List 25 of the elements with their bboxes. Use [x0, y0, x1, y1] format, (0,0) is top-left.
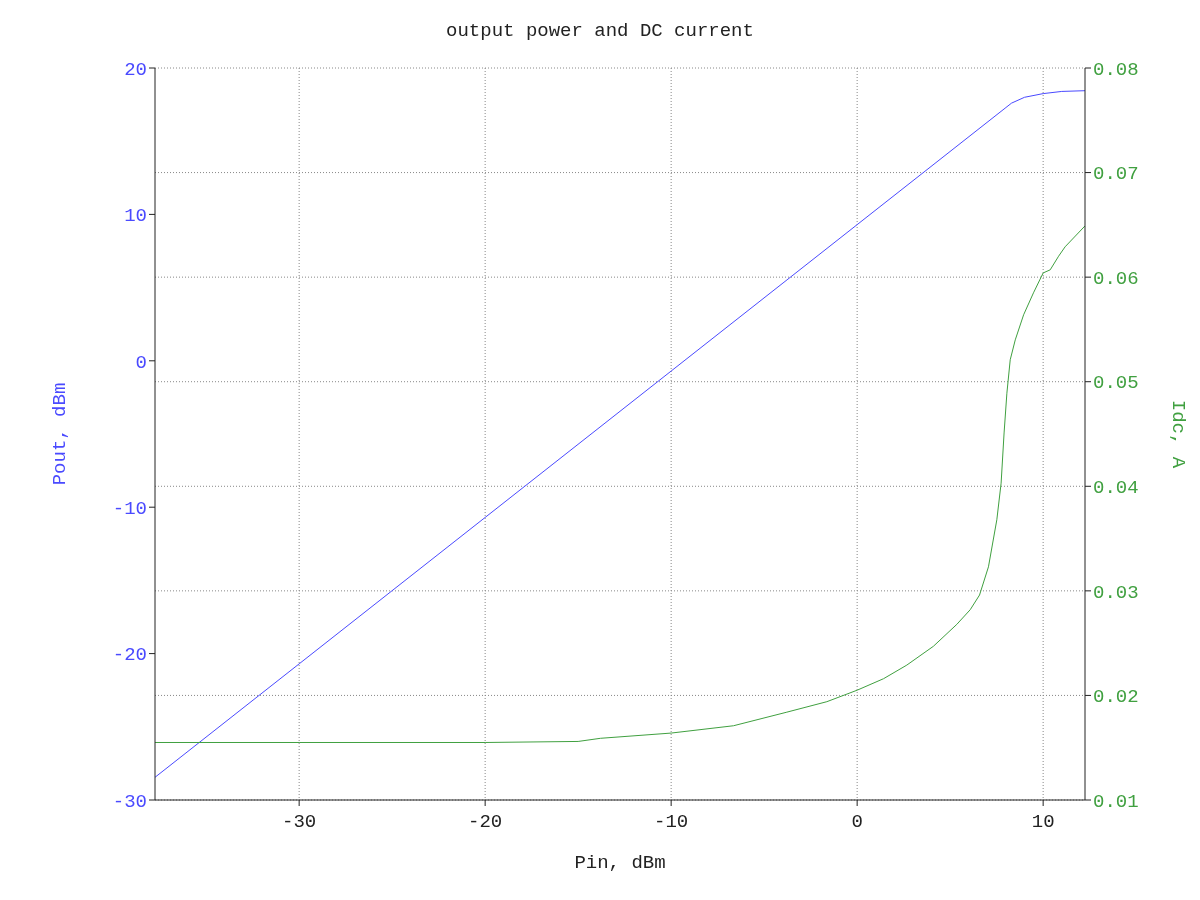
y-tick-label: 10	[124, 205, 147, 228]
y-tick-label: 0	[135, 351, 147, 374]
y2-tick-label: 0.06	[1093, 267, 1139, 290]
y-axis-title: Pout, dBm	[48, 382, 71, 486]
y2-tick-label: 0.02	[1093, 686, 1139, 709]
y-tick-label: -10	[112, 497, 147, 520]
line-series	[155, 225, 1085, 743]
y2-tick-label: 0.01	[1093, 790, 1139, 813]
y2-axis-title: Idc, A	[1167, 399, 1190, 469]
x-axis-title: Pin, dBm	[574, 852, 666, 874]
x-tick-label: -20	[468, 811, 503, 834]
y2-tick-label: 0.03	[1093, 581, 1139, 604]
x-tick-label: -30	[282, 811, 317, 834]
y2-tick-label: 0.07	[1093, 163, 1139, 186]
x-tick-label: 0	[851, 811, 863, 834]
y-tick-label: -30	[112, 790, 147, 813]
y-tick-label: -20	[112, 644, 147, 667]
chart-title: output power and DC current	[445, 20, 755, 42]
y2-tick-label: 0.08	[1093, 58, 1139, 81]
x-tick-label: -10	[654, 811, 689, 834]
y-tick-label: 20	[124, 58, 147, 81]
line-series	[155, 90, 1085, 778]
y2-tick-label: 0.04	[1093, 477, 1139, 500]
x-tick-label: 10	[1031, 811, 1055, 834]
y2-tick-label: 0.05	[1093, 372, 1139, 395]
